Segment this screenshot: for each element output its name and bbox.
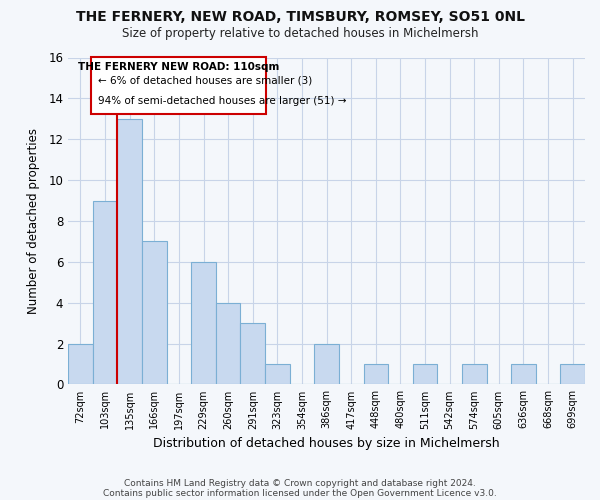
Text: 94% of semi-detached houses are larger (51) →: 94% of semi-detached houses are larger (… xyxy=(98,96,347,106)
Text: Size of property relative to detached houses in Michelmersh: Size of property relative to detached ho… xyxy=(122,28,478,40)
Bar xyxy=(93,200,118,384)
Bar xyxy=(560,364,585,384)
Bar xyxy=(241,323,265,384)
Bar xyxy=(462,364,487,384)
Bar xyxy=(191,262,216,384)
Y-axis label: Number of detached properties: Number of detached properties xyxy=(27,128,40,314)
Text: Contains HM Land Registry data © Crown copyright and database right 2024.: Contains HM Land Registry data © Crown c… xyxy=(124,478,476,488)
Text: Contains public sector information licensed under the Open Government Licence v3: Contains public sector information licen… xyxy=(103,488,497,498)
Bar xyxy=(314,344,339,384)
Bar xyxy=(142,242,167,384)
Bar xyxy=(265,364,290,384)
Bar xyxy=(511,364,536,384)
Text: ← 6% of detached houses are smaller (3): ← 6% of detached houses are smaller (3) xyxy=(98,75,313,85)
X-axis label: Distribution of detached houses by size in Michelmersh: Distribution of detached houses by size … xyxy=(153,437,500,450)
Bar xyxy=(413,364,437,384)
Text: THE FERNERY, NEW ROAD, TIMSBURY, ROMSEY, SO51 0NL: THE FERNERY, NEW ROAD, TIMSBURY, ROMSEY,… xyxy=(76,10,524,24)
FancyBboxPatch shape xyxy=(91,57,266,114)
Text: THE FERNERY NEW ROAD: 110sqm: THE FERNERY NEW ROAD: 110sqm xyxy=(78,62,279,72)
Bar xyxy=(118,119,142,384)
Bar xyxy=(68,344,93,384)
Bar xyxy=(364,364,388,384)
Bar xyxy=(216,302,241,384)
